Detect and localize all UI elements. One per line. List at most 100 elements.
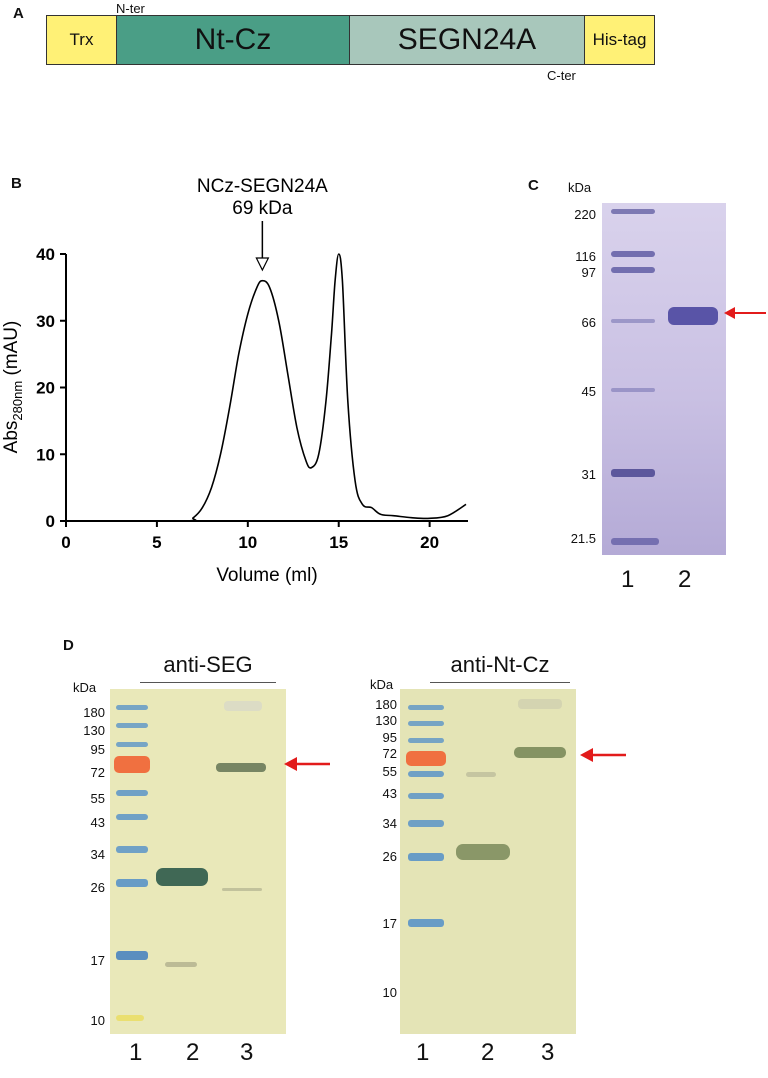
blot-left-ladder-10: [116, 1015, 144, 1021]
blot-left-marker-130: 130: [83, 723, 105, 738]
blot-right-ladder-34: [408, 820, 444, 827]
annotation-label: NCz-SEGN24A: [197, 176, 328, 197]
blot-right-marker-130: 130: [375, 713, 397, 728]
gel-c-red-arrow: [724, 307, 766, 319]
blot-left-marker-17: 17: [90, 953, 105, 968]
blot-left-red-arrow: [284, 757, 330, 771]
gel-c-marker-31: 31: [581, 467, 596, 482]
blot-right-lane3-top-smear: [518, 699, 562, 709]
blot-right-kda-label: kDa: [370, 677, 394, 692]
blot-left-ladder-43: [116, 814, 148, 820]
gel-c-marker-band-31: [611, 469, 655, 477]
blot-left-marker-180: 180: [83, 705, 105, 720]
blot-right-marker-55: 55: [382, 764, 397, 779]
blot-left-ladder-17: [116, 951, 148, 960]
gel-c-marker-band-220: [611, 209, 655, 214]
blot-left-marker-72: 72: [90, 765, 105, 780]
blot-left-lane2-band: [156, 868, 208, 886]
n-ter-label: N-ter: [116, 1, 145, 16]
x-axis-label: Volume (ml): [216, 565, 317, 586]
segment-his-tag-label: His-tag: [592, 30, 647, 49]
blot-left-title: anti-SEG: [163, 652, 253, 677]
gel-c: [602, 203, 726, 555]
blot-right-ladder-17: [408, 919, 444, 927]
panel-b-label: B: [11, 175, 22, 192]
segment-trx-label: Trx: [69, 30, 94, 49]
y-tick-label-1: 10: [36, 445, 55, 464]
gel-c-marker-21-5: 21.5: [570, 531, 596, 546]
y-tick-label-2: 20: [36, 379, 55, 398]
y-axis-label: Abs280nm (mAU): [1, 321, 25, 454]
x-tick-label-3: 15: [329, 533, 348, 552]
x-tick-label-1: 5: [152, 533, 161, 552]
y-tick-label-0: 0: [46, 512, 55, 531]
gel-c-kda-label: kDa: [568, 180, 592, 195]
blot-right-marker-43: 43: [382, 786, 397, 801]
blot-right-marker-180: 180: [375, 697, 397, 712]
blot-left: [110, 689, 286, 1034]
blot-right-ladder-180: [408, 705, 444, 710]
blot-right-marker-17: 17: [382, 916, 397, 931]
segment-nt-cz: Nt-Cz: [116, 15, 350, 65]
gel-c-marker-band-45: [611, 388, 655, 392]
gel-c-target-band: [668, 307, 718, 325]
blot-left-lane-3: 3: [240, 1039, 254, 1066]
gel-c-marker-220: 220: [574, 207, 596, 222]
blot-left-lane-1: 1: [129, 1039, 143, 1066]
blot-left-marker-95: 95: [90, 742, 105, 757]
blot-right-ladder-72: [406, 751, 446, 766]
blot-right-marker-34: 34: [382, 816, 397, 831]
blot-right: [400, 689, 576, 1034]
x-tick-label-0: 0: [61, 533, 70, 552]
panel-c-label: C: [528, 177, 539, 194]
segment-nt-cz-label: Nt-Cz: [194, 23, 272, 56]
segment-trx: Trx: [46, 15, 117, 65]
blot-left-ladder-34: [116, 846, 148, 853]
blot-right-lane-1: 1: [416, 1039, 430, 1066]
gel-c-marker-band-116: [611, 251, 655, 257]
blot-left-lane3-band: [216, 763, 266, 772]
gel-c-marker-116: 116: [575, 249, 596, 264]
chromatogram-chart: NCz-SEGN24A 69 kDa 0 10 20 30 40 0 5 10 15 20 Vo…: [1, 176, 468, 586]
blot-right-ladder-130: [408, 721, 444, 726]
blot-right-title: anti-Nt-Cz: [450, 652, 550, 677]
y-tick-label-3: 30: [36, 312, 55, 331]
blot-left-lane2-faint-band: [165, 962, 197, 967]
blot-left-marker-43: 43: [90, 815, 105, 830]
blot-right-lane2-faint-band: [466, 772, 496, 777]
x-tick-label-2: 10: [238, 533, 257, 552]
blot-left-ladder-130: [116, 723, 148, 728]
blot-right-lane3-band: [514, 747, 566, 758]
blot-right-lane-2: 2: [481, 1039, 495, 1066]
blot-left-ladder-180: [116, 705, 148, 710]
blot-left-marker-10: 10: [90, 1013, 105, 1028]
blot-left-ladder-95: [116, 742, 148, 747]
blot-right-lane-3: 3: [541, 1039, 555, 1066]
blot-left-marker-34: 34: [90, 847, 105, 862]
gel-c-marker-band-66: [611, 319, 655, 323]
panel-d-label: D: [63, 637, 74, 654]
blot-right-marker-10: 10: [382, 985, 397, 1000]
blot-left-title-rule: [140, 682, 276, 683]
blot-right-title-rule: [430, 682, 570, 683]
gel-c-marker-band-97: [611, 267, 655, 273]
blot-right-lane2-band: [456, 844, 510, 860]
annotation-kda: 69 kDa: [232, 198, 293, 219]
chromatogram-trace: [65, 253, 467, 523]
c-ter-label: C-ter: [547, 68, 576, 83]
blot-right-ladder-55: [408, 771, 444, 777]
blot-right-ladder-95: [408, 738, 444, 743]
blot-left-ladder-72: [114, 756, 150, 773]
gel-c-marker-66: 66: [581, 315, 596, 330]
segment-segn24a: SEGN24A: [349, 15, 585, 65]
blot-left-marker-26: 26: [90, 880, 105, 895]
blot-left-kda-label: kDa: [73, 680, 97, 695]
blot-right-ladder-43: [408, 793, 444, 799]
blot-right-ladder-26: [408, 853, 444, 861]
blot-left-ladder-26: [116, 879, 148, 887]
gel-c-lane-2: 2: [678, 566, 692, 593]
x-tick-label-4: 20: [420, 533, 439, 552]
gel-c-marker-97: 97: [581, 265, 596, 280]
segment-segn24a-label: SEGN24A: [397, 23, 537, 56]
blot-right-red-arrow: [580, 748, 626, 762]
